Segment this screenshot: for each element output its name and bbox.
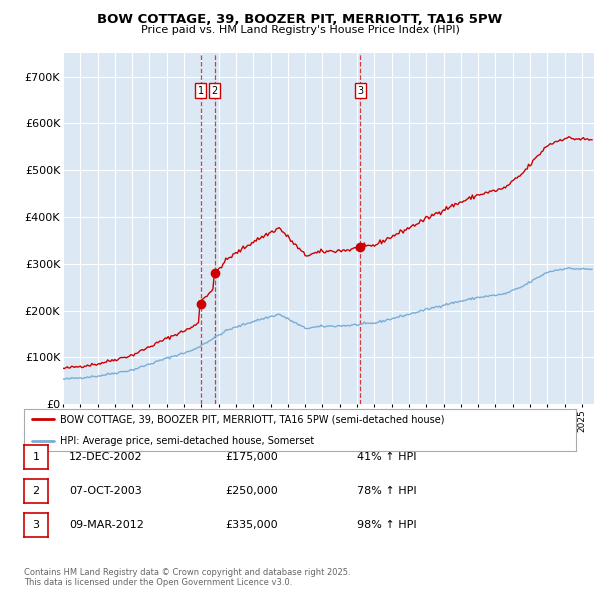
Text: 09-MAR-2012: 09-MAR-2012 [69, 520, 144, 530]
Text: 41% ↑ HPI: 41% ↑ HPI [357, 453, 416, 462]
Text: BOW COTTAGE, 39, BOOZER PIT, MERRIOTT, TA16 5PW: BOW COTTAGE, 39, BOOZER PIT, MERRIOTT, T… [97, 13, 503, 26]
Text: BOW COTTAGE, 39, BOOZER PIT, MERRIOTT, TA16 5PW (semi-detached house): BOW COTTAGE, 39, BOOZER PIT, MERRIOTT, T… [60, 415, 445, 424]
Text: HPI: Average price, semi-detached house, Somerset: HPI: Average price, semi-detached house,… [60, 436, 314, 445]
Text: Price paid vs. HM Land Registry's House Price Index (HPI): Price paid vs. HM Land Registry's House … [140, 25, 460, 35]
Text: 78% ↑ HPI: 78% ↑ HPI [357, 486, 416, 496]
Text: 12-DEC-2002: 12-DEC-2002 [69, 453, 143, 462]
Text: 3: 3 [357, 86, 364, 96]
Text: Contains HM Land Registry data © Crown copyright and database right 2025.
This d: Contains HM Land Registry data © Crown c… [24, 568, 350, 587]
Text: £175,000: £175,000 [225, 453, 278, 462]
Text: £335,000: £335,000 [225, 520, 278, 530]
Text: £250,000: £250,000 [225, 486, 278, 496]
Text: 1: 1 [32, 453, 40, 462]
Text: 1: 1 [197, 86, 204, 96]
Text: 3: 3 [32, 520, 40, 530]
Text: 2: 2 [212, 86, 218, 96]
Text: 98% ↑ HPI: 98% ↑ HPI [357, 520, 416, 530]
Text: 2: 2 [32, 486, 40, 496]
Text: 07-OCT-2003: 07-OCT-2003 [69, 486, 142, 496]
